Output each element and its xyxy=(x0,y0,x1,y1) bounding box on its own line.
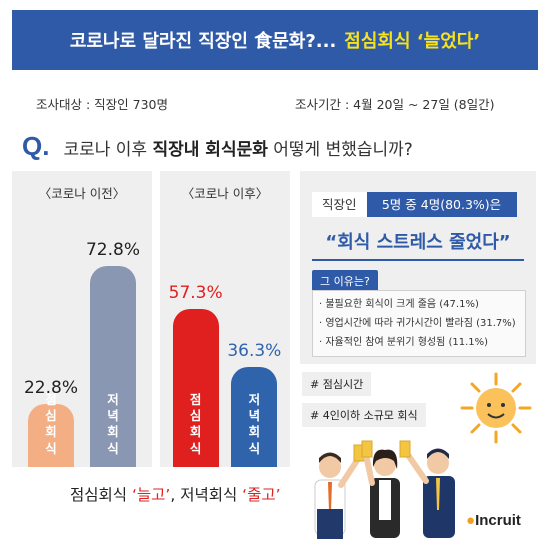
summary-label: 직장인 xyxy=(312,192,367,217)
survey-target: 조사대상 : 직장인 730명 xyxy=(36,97,168,112)
title-highlight: 점심회식 ‘늘었다’ xyxy=(344,31,481,52)
incruit-logo: ●Incruit xyxy=(466,512,521,529)
brand-name: Incruit xyxy=(475,512,521,529)
hashtag-small-gathering: # 4인이하 소규모 회식 xyxy=(302,403,426,427)
conclusion-part-1: 점심회식 xyxy=(70,486,132,504)
reasons-list: · 불필요한 회식이 크게 줄음 (47.1%) · 영업시간에 따라 귀가시간… xyxy=(312,290,526,357)
reasons-title: 그 이유는? xyxy=(312,270,378,292)
summary-quote: “회식 스트레스 줄었다” xyxy=(325,232,511,253)
logo-dot-icon: ● xyxy=(466,512,476,529)
quote-underline xyxy=(312,259,524,261)
question-text-after: 어떻게 변했습니까? xyxy=(273,140,413,160)
question-mark: Q. xyxy=(22,131,50,161)
reason-item: · 영업시간에 따라 귀가시간이 빨라짐 (31.7%) xyxy=(319,318,516,329)
question-text: 코로나 이후 직장내 회식문화 어떻게 변했습니까? xyxy=(63,135,412,160)
conclusion-text: 점심회식 ‘늘고’, 저녁회식 ‘줄고’ xyxy=(70,483,281,505)
reason-item: · 자율적인 참여 분위기 형성됨 (11.1%) xyxy=(319,337,489,348)
bar: 점심회식 xyxy=(172,308,219,467)
chart-panel-before: 〈코로나 이전〉 점심회식 22.8% 저녁회식 72.8% xyxy=(12,171,152,467)
sun-icon xyxy=(460,372,532,444)
title-banner: 코로나로 달라진 직장인 食문화?... 점심회식 ‘늘었다’ xyxy=(12,10,538,70)
bar: 저녁회식 xyxy=(90,266,136,467)
chart-title-before: 〈코로나 이전〉 xyxy=(38,186,126,201)
bar-category-label: 점심회식 xyxy=(189,391,202,456)
bar: 점심회식 xyxy=(28,392,74,467)
summary-stat-row: 직장인 5명 중 4명(80.3%)은 xyxy=(312,192,517,217)
bar-value-label: 72.8% xyxy=(85,240,141,261)
reason-item: · 불필요한 회식이 크게 줄음 (47.1%) xyxy=(319,299,479,310)
question-text-before: 코로나 이후 xyxy=(63,140,148,160)
summary-stat: 5명 중 4명(80.3%)은 xyxy=(366,192,517,217)
bar-category-label: 저녁회식 xyxy=(107,391,119,456)
bar-value-label: 36.3% xyxy=(227,340,282,361)
survey-period: 조사기간 : 4월 20일 ~ 27일 (8일간) xyxy=(295,97,495,112)
conclusion-part-2: ‘늘고’ xyxy=(131,486,171,504)
hashtag-lunch-time: # 점심시간 xyxy=(302,372,372,396)
bar-value-label: 22.8% xyxy=(23,378,79,399)
conclusion-part-3: , 저녁회식 xyxy=(170,486,243,504)
bar-category-label: 점심회식 xyxy=(45,391,57,456)
chart-panel-after: 〈코로나 이후〉 점심회식 57.3% 저녁회식 36.3% xyxy=(160,171,290,467)
summary-panel: 직장인 5명 중 4명(80.3%)은 “회식 스트레스 줄었다” 그 이유는?… xyxy=(300,171,536,364)
chart-title-after: 〈코로나 이후〉 xyxy=(181,186,269,201)
question: Q. 코로나 이후 직장내 회식문화 어떻게 변했습니까? xyxy=(22,131,413,162)
bar-value-label: 57.3% xyxy=(168,282,223,303)
question-text-bold: 직장내 회식문화 xyxy=(152,140,268,160)
title-main: 코로나로 달라진 직장인 食문화?... xyxy=(69,31,337,52)
bar: 저녁회식 xyxy=(231,366,278,467)
bar-category-label: 저녁회식 xyxy=(248,391,261,456)
office-workers-toast-illustration xyxy=(314,440,455,539)
conclusion-part-4: ‘줄고’ xyxy=(242,486,281,504)
